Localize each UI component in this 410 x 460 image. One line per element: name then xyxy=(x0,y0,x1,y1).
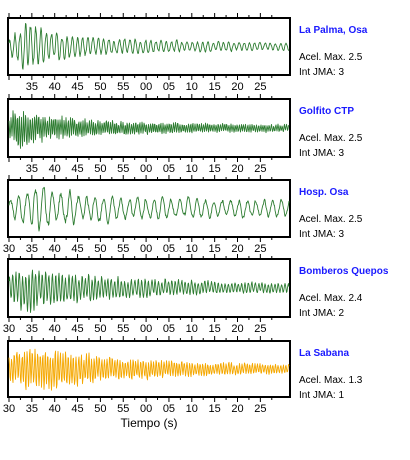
x-tick-label: 55 xyxy=(117,323,129,335)
panel-frame xyxy=(7,98,291,158)
x-tick-label: 20 xyxy=(231,403,243,415)
x-tick-label: 20 xyxy=(231,81,243,93)
x-tick-label: 40 xyxy=(49,163,61,175)
x-tick-label: 55 xyxy=(117,403,129,415)
panel-frame xyxy=(7,17,291,76)
int-jma-label: Int JMA: 3 xyxy=(299,229,344,240)
x-tick-label: 15 xyxy=(209,243,221,255)
panel-frame xyxy=(7,340,291,398)
panel-la-palma: 35 40 45 50 55 00 05 10 15 20 25 La Palma, Osa Acel.… xyxy=(7,13,368,93)
station-name: Golfito CTP xyxy=(299,106,354,117)
acel-max-label: Acel. Max. 2.5 xyxy=(299,133,363,144)
panel-hosp-osa: 30 35 40 45 50 55 00 05 10 15 20 25 Hosp. Osa Acel. M… xyxy=(3,175,363,255)
x-tick-label: 25 xyxy=(254,323,266,335)
acel-max-label: Acel. Max. 2.4 xyxy=(299,293,363,304)
x-tick-label: 05 xyxy=(163,243,175,255)
x-tick-label: 35 xyxy=(26,403,38,415)
panel-bomberos: 30 35 40 45 50 55 00 05 10 15 20 25 Bomberos Quepos A… xyxy=(3,254,389,335)
x-tick-label: 15 xyxy=(209,403,221,415)
x-tick-label: 10 xyxy=(186,81,198,93)
waveform-line xyxy=(8,348,290,391)
acel-max-label: Acel. Max. 1.3 xyxy=(299,375,363,386)
x-tick-label: 25 xyxy=(254,163,266,175)
x-tick-label: 35 xyxy=(26,81,38,93)
x-tick-label: 50 xyxy=(94,81,106,93)
station-name: La Sabana xyxy=(299,348,349,359)
x-axis-title: Tiempo (s) xyxy=(121,416,178,430)
x-tick-label: 45 xyxy=(71,81,83,93)
acel-max-label: Acel. Max. 2.5 xyxy=(299,52,363,63)
x-tick-label: 00 xyxy=(140,323,152,335)
x-tick-label: 05 xyxy=(163,403,175,415)
waveform-line xyxy=(8,269,290,313)
int-jma-label: Int JMA: 1 xyxy=(299,390,344,401)
x-tick-label: 15 xyxy=(209,323,221,335)
acel-max-label: Acel. Max. 2.5 xyxy=(299,214,363,225)
x-tick-label: 35 xyxy=(26,163,38,175)
x-tick-label: 20 xyxy=(231,243,243,255)
int-jma-label: Int JMA: 2 xyxy=(299,308,344,319)
x-tick-label: 40 xyxy=(49,81,61,93)
x-tick-label: 05 xyxy=(163,323,175,335)
x-tick-label: 00 xyxy=(140,163,152,175)
x-tick-label: 55 xyxy=(117,163,129,175)
x-tick-label: 30 xyxy=(3,323,15,335)
station-name: Bomberos Quepos xyxy=(299,266,389,277)
x-tick-label: 30 xyxy=(3,403,15,415)
x-tick-label: 00 xyxy=(140,243,152,255)
x-tick-label: 45 xyxy=(71,323,83,335)
int-jma-label: Int JMA: 3 xyxy=(299,67,344,78)
x-tick-label: 50 xyxy=(94,403,106,415)
panel-frame xyxy=(7,179,291,238)
x-tick-label: 25 xyxy=(254,81,266,93)
x-tick-label: 30 xyxy=(3,243,15,255)
x-tick-label: 05 xyxy=(163,163,175,175)
x-tick-label: 25 xyxy=(254,243,266,255)
x-tick-label: 15 xyxy=(209,163,221,175)
x-tick-label: 50 xyxy=(94,243,106,255)
panel-la-sabana: 30 35 40 45 50 55 00 05 10 15 20 25 La Sabana Acel. M… xyxy=(3,336,363,415)
x-tick-label: 40 xyxy=(49,323,61,335)
x-tick-label: 40 xyxy=(49,243,61,255)
waveform-line xyxy=(8,186,290,232)
x-tick-label: 15 xyxy=(209,81,221,93)
x-tick-label: 45 xyxy=(71,403,83,415)
station-name: La Palma, Osa xyxy=(299,25,368,36)
panel-golfito: 35 40 45 50 55 00 05 10 15 20 25 Golfito CTP Acel. M… xyxy=(7,94,363,175)
x-tick-label: 00 xyxy=(140,81,152,93)
x-tick-label: 10 xyxy=(186,163,198,175)
int-jma-label: Int JMA: 3 xyxy=(299,148,344,159)
x-tick-label: 35 xyxy=(26,323,38,335)
x-tick-label: 10 xyxy=(186,243,198,255)
x-tick-label: 25 xyxy=(254,403,266,415)
x-tick-label: 45 xyxy=(71,163,83,175)
x-tick-label: 50 xyxy=(94,163,106,175)
x-tick-label: 55 xyxy=(117,243,129,255)
x-tick-label: 00 xyxy=(140,403,152,415)
x-tick-label: 45 xyxy=(71,243,83,255)
x-tick-label: 20 xyxy=(231,323,243,335)
x-tick-label: 40 xyxy=(49,403,61,415)
x-tick-label: 10 xyxy=(186,403,198,415)
x-tick-label: 50 xyxy=(94,323,106,335)
waveform-line xyxy=(8,110,290,149)
waveform-line xyxy=(8,22,290,70)
panel-frame xyxy=(7,258,291,318)
x-tick-label: 10 xyxy=(186,323,198,335)
station-name: Hosp. Osa xyxy=(299,187,349,198)
x-tick-label: 05 xyxy=(163,81,175,93)
x-tick-label: 55 xyxy=(117,81,129,93)
x-tick-label: 20 xyxy=(231,163,243,175)
x-tick-label: 35 xyxy=(26,243,38,255)
